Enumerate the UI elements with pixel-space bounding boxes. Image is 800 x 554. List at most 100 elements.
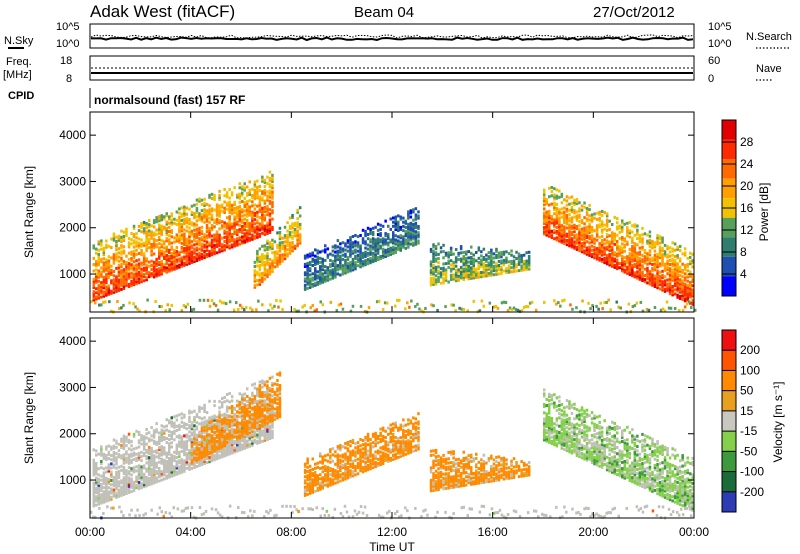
range-cell xyxy=(236,443,239,447)
range-cell xyxy=(188,239,191,242)
range-cell xyxy=(215,251,219,255)
range-cell xyxy=(210,455,214,458)
range-cell xyxy=(271,228,274,231)
range-cell xyxy=(553,197,556,201)
range-cell xyxy=(334,246,337,250)
power-cells xyxy=(90,170,697,314)
range-cell xyxy=(228,440,231,443)
range-cell xyxy=(183,243,186,246)
range-cell xyxy=(236,214,239,218)
range-cell xyxy=(605,233,609,237)
range-cell xyxy=(208,235,211,239)
range-cell xyxy=(147,229,151,233)
near-range-cell xyxy=(534,308,538,312)
range-cell xyxy=(158,254,161,258)
range-cell xyxy=(291,247,294,251)
range-cell xyxy=(142,481,146,485)
range-cell xyxy=(185,250,189,254)
range-cell xyxy=(210,226,214,230)
range-cell xyxy=(185,435,189,439)
range-cell xyxy=(598,244,601,248)
near-range-cell xyxy=(512,306,516,310)
range-cell xyxy=(414,242,418,246)
near-range-cell xyxy=(339,302,343,306)
range-cell xyxy=(102,486,106,490)
range-cell xyxy=(633,271,637,275)
near-range-cell xyxy=(609,308,612,312)
range-cell xyxy=(414,234,418,238)
range-cell xyxy=(95,272,98,276)
range-cell xyxy=(678,257,682,261)
range-cell xyxy=(243,438,246,442)
range-cell xyxy=(286,248,289,252)
range-cell xyxy=(691,292,694,296)
range-cell xyxy=(485,270,488,274)
range-cell xyxy=(605,214,609,218)
range-cell xyxy=(500,259,503,263)
range-cell xyxy=(170,470,173,474)
range-cell xyxy=(616,260,619,264)
range-cell xyxy=(117,482,121,486)
range-cell xyxy=(158,215,161,219)
range-cell xyxy=(329,269,332,273)
range-cell xyxy=(605,262,609,266)
range-cell xyxy=(638,265,642,269)
range-cell xyxy=(689,289,692,293)
range-cell xyxy=(502,252,506,256)
range-cell xyxy=(321,276,324,280)
range-cell xyxy=(339,256,342,260)
range-cell xyxy=(465,250,468,254)
range-cell xyxy=(152,269,156,273)
range-cell xyxy=(132,251,136,255)
range-cell xyxy=(306,274,309,278)
range-cell xyxy=(152,441,156,445)
range-cell xyxy=(653,285,657,288)
range-cell xyxy=(115,241,118,245)
range-cell xyxy=(175,258,179,262)
range-cell xyxy=(256,225,259,229)
range-cell xyxy=(107,494,111,498)
range-cell xyxy=(402,229,405,233)
range-cell xyxy=(263,436,267,440)
range-cell xyxy=(487,257,491,261)
range-cell xyxy=(180,458,184,462)
range-cell xyxy=(266,221,269,225)
range-cell xyxy=(135,265,138,269)
range-cell xyxy=(248,228,251,232)
range-cell xyxy=(160,270,163,274)
range-cell xyxy=(115,256,118,260)
range-cell xyxy=(258,282,262,286)
range-cell xyxy=(183,255,186,259)
range-cell xyxy=(296,217,299,221)
range-cell xyxy=(213,252,216,256)
range-cell xyxy=(168,225,171,229)
range-cell xyxy=(462,250,465,254)
range-cell xyxy=(271,173,274,177)
range-cell xyxy=(399,225,402,229)
range-cell xyxy=(210,442,214,446)
range-cell xyxy=(198,409,201,413)
range-cell xyxy=(570,237,574,241)
range-cell xyxy=(394,242,397,246)
range-cell xyxy=(668,254,672,258)
range-cell xyxy=(183,209,186,213)
near-range-cell xyxy=(615,300,618,304)
range-cell xyxy=(105,466,108,470)
range-cell xyxy=(470,274,473,278)
range-cell xyxy=(341,264,345,268)
range-cell xyxy=(220,397,224,400)
range-cell xyxy=(308,273,312,277)
range-cell xyxy=(213,399,216,403)
range-cell xyxy=(220,405,224,409)
range-cell xyxy=(636,237,639,240)
range-cell xyxy=(311,257,314,261)
range-cell xyxy=(447,253,450,257)
range-cell xyxy=(621,219,624,223)
range-cell xyxy=(125,233,128,237)
range-cell xyxy=(223,425,226,429)
range-cell xyxy=(497,255,501,259)
range-cell xyxy=(278,226,282,230)
range-cell xyxy=(193,257,196,261)
range-cell xyxy=(220,449,224,453)
range-cell xyxy=(140,244,143,248)
